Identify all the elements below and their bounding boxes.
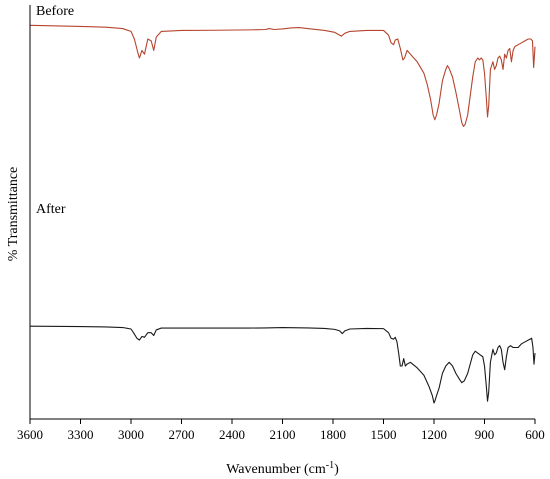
x-axis-title-main: Wavenumber (cm bbox=[226, 462, 326, 477]
x-axis-title-sup: -1 bbox=[326, 460, 334, 471]
x-axis-title: Wavenumber (cm-1) bbox=[226, 460, 339, 477]
x-tick-label: 2100 bbox=[270, 427, 296, 442]
series-layer bbox=[29, 24, 536, 404]
x-axis-ticks: 3600 3300 3000 2700 2400 2100 1800 1500 1200 900 6… bbox=[17, 419, 545, 442]
series-label-after: After bbox=[36, 202, 66, 217]
y-axis-title: % Transmittance bbox=[6, 167, 21, 262]
series-line-after bbox=[29, 325, 536, 404]
x-tick-label: 3000 bbox=[118, 427, 144, 442]
x-tick-label: 3300 bbox=[68, 427, 94, 442]
x-tick-label: 600 bbox=[525, 427, 545, 442]
x-axis-title-close: ) bbox=[334, 462, 339, 477]
series-line-before bbox=[29, 24, 536, 127]
x-tick-label: 2400 bbox=[219, 427, 245, 442]
x-tick-label: 1800 bbox=[320, 427, 346, 442]
x-tick-label: 1200 bbox=[421, 427, 447, 442]
x-tick-label: 900 bbox=[475, 427, 495, 442]
x-tick-label: 1500 bbox=[371, 427, 397, 442]
x-tick-label: 3600 bbox=[17, 427, 43, 442]
x-tick-label: 2700 bbox=[169, 427, 195, 442]
series-label-before: Before bbox=[36, 4, 74, 19]
